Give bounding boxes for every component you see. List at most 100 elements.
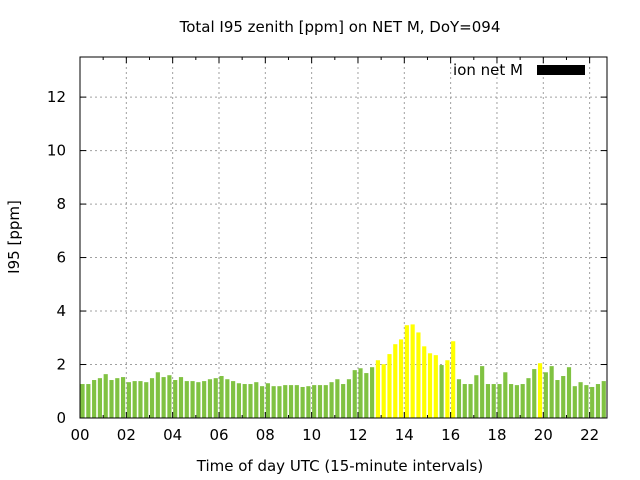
bar (503, 372, 508, 418)
bar (213, 378, 218, 418)
bar (277, 386, 282, 418)
bar (80, 384, 85, 418)
x-tick-label: 04 (163, 426, 182, 444)
bar (584, 385, 589, 418)
y-axis-label: I95 [ppm] (5, 200, 23, 274)
bar (520, 384, 525, 418)
chart-title: Total I95 zenith [ppm] on NET M, DoY=094 (179, 18, 501, 36)
bar (202, 381, 207, 418)
bar (329, 382, 334, 418)
y-tick-label: 12 (47, 88, 66, 106)
bar (155, 372, 160, 418)
bar-highlight (433, 355, 438, 418)
bar (555, 380, 560, 418)
bar-highlight (410, 324, 415, 418)
bar (341, 384, 346, 418)
x-tick-label: 06 (209, 426, 228, 444)
bar (358, 368, 363, 418)
bar (312, 385, 317, 418)
bar (248, 384, 253, 418)
x-tick-label: 12 (348, 426, 367, 444)
x-tick-label: 00 (70, 426, 89, 444)
bar (346, 379, 352, 418)
bar (370, 367, 375, 418)
bar (103, 374, 108, 418)
bar-highlight (387, 354, 392, 418)
bar (138, 381, 143, 418)
bar-highlight (427, 353, 433, 418)
bar (92, 380, 97, 418)
y-tick-label: 4 (56, 302, 66, 320)
bar (242, 384, 247, 418)
bar-highlight (381, 364, 386, 418)
y-tick-label: 6 (56, 249, 66, 267)
bar (167, 375, 172, 418)
bar (126, 382, 131, 418)
bar (509, 384, 514, 418)
bar (491, 384, 496, 418)
bar (294, 385, 299, 418)
bars (80, 324, 606, 418)
bar (144, 382, 149, 418)
bar (121, 377, 126, 418)
bar-highlight (451, 341, 456, 418)
bar (526, 378, 531, 418)
bar (283, 385, 288, 418)
bar (595, 384, 601, 418)
bar (317, 385, 323, 418)
bar-highlight (398, 339, 404, 418)
bar (566, 367, 572, 418)
bar-highlight (537, 363, 543, 418)
x-tick-label: 22 (580, 426, 599, 444)
bar (352, 370, 357, 418)
x-axis-label: Time of day UTC (15-minute intervals) (196, 457, 483, 475)
bar (300, 386, 305, 418)
bar (532, 369, 537, 418)
x-tick-label: 08 (256, 426, 275, 444)
bar (254, 382, 259, 418)
bar (590, 386, 595, 418)
y-tick-label: 2 (56, 356, 66, 374)
bar-highlight (404, 325, 409, 418)
grid (80, 57, 607, 418)
bar (601, 381, 606, 418)
bar (456, 379, 462, 418)
y-tick-label: 8 (56, 195, 66, 213)
bar (439, 365, 444, 418)
bar (231, 381, 236, 418)
x-tick-label: 14 (395, 426, 414, 444)
x-tick-label: 20 (534, 426, 553, 444)
bar (207, 379, 213, 418)
bar (335, 379, 340, 418)
x-tick-label: 16 (441, 426, 460, 444)
bar (265, 383, 270, 418)
bar (225, 379, 230, 418)
plot-frame (79, 56, 608, 419)
bar (497, 384, 502, 418)
bar (173, 380, 178, 418)
bar (161, 377, 166, 418)
bar-highlight (375, 360, 380, 418)
bar (97, 378, 103, 418)
bar (271, 386, 276, 418)
bar (572, 386, 577, 418)
bar (109, 380, 114, 418)
bar (561, 376, 566, 418)
x-tick-label: 18 (487, 426, 506, 444)
x-tick-label: 10 (302, 426, 321, 444)
bar (115, 378, 120, 418)
bar (149, 378, 155, 418)
legend-swatch (537, 65, 585, 75)
bar (364, 373, 369, 418)
y-tick-label: 0 (56, 409, 66, 427)
bar (86, 384, 91, 418)
bar (184, 381, 189, 418)
bar (132, 381, 137, 418)
x-tick-label: 02 (117, 426, 136, 444)
bar (236, 383, 241, 418)
bar (178, 377, 184, 418)
bar (480, 366, 485, 418)
legend-label: ion net M (453, 61, 523, 79)
